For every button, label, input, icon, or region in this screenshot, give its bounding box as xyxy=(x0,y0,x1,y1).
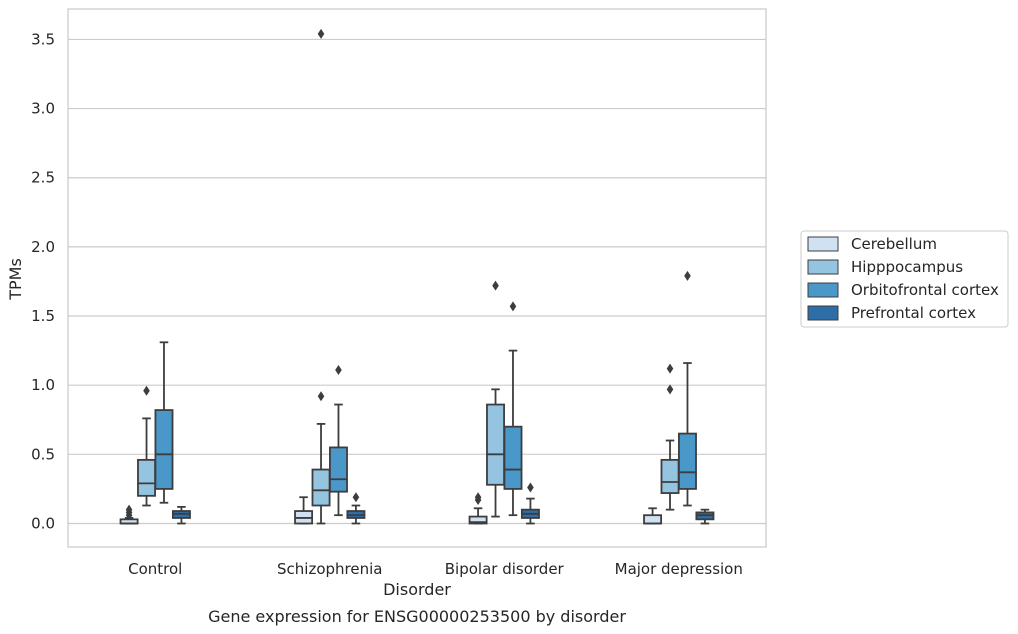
x-tick-label: Schizophrenia xyxy=(277,560,382,578)
legend: Cerebellum Hipppocampus Orbitofrontal cort… xyxy=(800,230,1009,328)
legend-label: Prefrontal cortex xyxy=(851,304,976,322)
outlier-point xyxy=(527,482,534,493)
box-series xyxy=(119,28,715,525)
chart-caption: Gene expression for ENSG00000253500 by d… xyxy=(208,607,626,626)
y-tick-label: 3.5 xyxy=(31,30,55,48)
outlier-point xyxy=(352,492,360,503)
series-cerebellum xyxy=(119,492,663,525)
box xyxy=(137,458,156,497)
outlier-point xyxy=(684,270,691,281)
legend-swatch xyxy=(807,236,839,252)
outlier-point xyxy=(317,391,325,402)
outlier-point xyxy=(317,28,325,39)
y-tick-labels: 0.0 0.5 1.0 1.5 2.0 2.5 3.0 3.5 xyxy=(31,30,55,532)
legend-swatch xyxy=(807,305,839,321)
plot-frame xyxy=(67,8,767,548)
x-axis-label: Disorder xyxy=(383,580,451,599)
legend-label: Orbitofrontal cortex xyxy=(851,281,999,299)
outlier-point xyxy=(335,364,342,375)
y-tick-label: 2.5 xyxy=(31,169,55,187)
legend-swatch xyxy=(807,282,839,298)
series-prefrontal-cortex xyxy=(171,482,715,525)
outlier-point xyxy=(474,492,482,503)
legend-label: Hipppocampus xyxy=(851,258,963,276)
series-hipppocampus xyxy=(137,28,680,525)
series-orbitofrontal-cortex xyxy=(154,270,697,517)
outlier-point xyxy=(125,504,133,515)
x-tick-label: Major depression xyxy=(615,560,743,578)
outlier-point xyxy=(666,384,674,395)
box xyxy=(329,446,348,493)
box xyxy=(660,458,680,494)
y-tick-label: 1.0 xyxy=(31,376,55,394)
y-tick-label: 2.0 xyxy=(31,238,55,256)
y-tick-label: 3.0 xyxy=(31,100,55,118)
outlier-point xyxy=(143,385,150,396)
box xyxy=(678,432,697,490)
x-tick-labels: Control Schizophrenia Bipolar disorder Majo… xyxy=(128,560,743,578)
outlier-point xyxy=(509,301,517,312)
box xyxy=(154,409,174,490)
box xyxy=(468,515,488,525)
y-tick-label: 1.5 xyxy=(31,307,55,325)
box xyxy=(486,403,505,486)
y-tick-label: 0.5 xyxy=(31,445,55,463)
box xyxy=(643,514,663,525)
outlier-point xyxy=(492,280,499,291)
plot-area xyxy=(68,9,766,547)
x-tick-label: Bipolar disorder xyxy=(445,560,565,578)
outlier-point xyxy=(666,363,674,374)
box xyxy=(503,425,523,490)
legend-frame xyxy=(800,230,1009,328)
box xyxy=(311,468,331,507)
y-axis-label: TPMs xyxy=(6,258,25,301)
y-tick-label: 0.0 xyxy=(31,514,55,532)
legend-label: Cerebellum xyxy=(851,235,937,253)
legend-swatch xyxy=(807,259,839,275)
x-tick-label: Control xyxy=(128,560,182,578)
